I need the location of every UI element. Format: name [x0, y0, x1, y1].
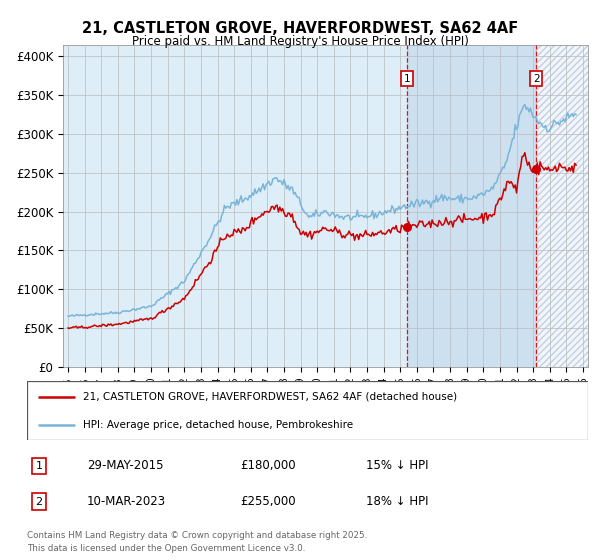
Text: 18% ↓ HPI: 18% ↓ HPI	[366, 495, 428, 508]
Text: 29-MAY-2015: 29-MAY-2015	[87, 459, 163, 473]
Text: 1: 1	[404, 73, 410, 83]
Bar	[536, 45, 588, 367]
Text: £255,000: £255,000	[240, 495, 296, 508]
Text: 15% ↓ HPI: 15% ↓ HPI	[366, 459, 428, 473]
Text: 2: 2	[533, 73, 539, 83]
Text: 2: 2	[35, 497, 43, 507]
Bar	[407, 45, 536, 367]
Text: Price paid vs. HM Land Registry's House Price Index (HPI): Price paid vs. HM Land Registry's House …	[131, 35, 469, 48]
Text: 1: 1	[35, 461, 43, 471]
Text: £180,000: £180,000	[240, 459, 296, 473]
Text: 10-MAR-2023: 10-MAR-2023	[87, 495, 166, 508]
Text: 21, CASTLETON GROVE, HAVERFORDWEST, SA62 4AF (detached house): 21, CASTLETON GROVE, HAVERFORDWEST, SA62…	[83, 391, 457, 402]
Text: Contains HM Land Registry data © Crown copyright and database right 2025.
This d: Contains HM Land Registry data © Crown c…	[27, 531, 367, 553]
Text: 21, CASTLETON GROVE, HAVERFORDWEST, SA62 4AF: 21, CASTLETON GROVE, HAVERFORDWEST, SA62…	[82, 21, 518, 36]
FancyBboxPatch shape	[27, 381, 588, 440]
Text: HPI: Average price, detached house, Pembrokeshire: HPI: Average price, detached house, Pemb…	[83, 420, 353, 430]
